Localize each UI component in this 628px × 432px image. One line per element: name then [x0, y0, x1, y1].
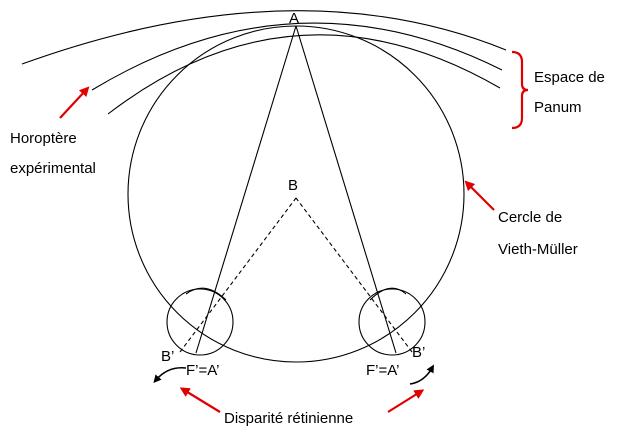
label-f-a-left: F’=A’ — [186, 362, 219, 379]
panum-outer-arc — [21, 10, 507, 65]
left-eye-cornea — [185, 287, 227, 301]
left-eye — [166, 288, 234, 356]
right-disparity-curve — [409, 364, 434, 385]
left-disparity-curve — [153, 366, 187, 384]
label-b-prime-left: B’ — [161, 348, 174, 365]
right-dashed-line-b — [295, 197, 413, 353]
left-visual-line-a — [195, 25, 297, 354]
label-b-prime-right: B’ — [412, 344, 425, 361]
panum-bracket — [511, 50, 529, 130]
label-f-a-right: F’=A’ — [366, 362, 399, 379]
horopter-arc — [91, 22, 503, 91]
left-dashed-line-b — [179, 197, 297, 353]
right-eye-cornea — [369, 287, 407, 301]
label-horoptere-line2: expérimental — [10, 160, 96, 177]
panum-inner-arc — [107, 34, 501, 115]
right-visual-line-a — [295, 25, 397, 354]
cercle-arrow — [464, 180, 495, 211]
disparite-arrow-right — [387, 389, 425, 413]
label-espace-line1: Espace de — [534, 69, 605, 86]
right-eye — [358, 288, 426, 356]
label-cercle-line1: Cercle de — [498, 209, 562, 226]
label-point-a: A — [289, 10, 299, 27]
label-cercle-line2: Vieth-Müller — [498, 241, 578, 258]
label-point-b: B — [288, 177, 298, 194]
label-horoptere-line1: Horoptère — [10, 130, 77, 147]
label-espace-line2: Panum — [534, 99, 582, 116]
label-disparite: Disparité rétinienne — [224, 410, 353, 427]
vieth-muller-circle — [127, 25, 465, 363]
horoptere-arrow — [59, 86, 90, 119]
disparite-arrow-left — [179, 387, 221, 413]
